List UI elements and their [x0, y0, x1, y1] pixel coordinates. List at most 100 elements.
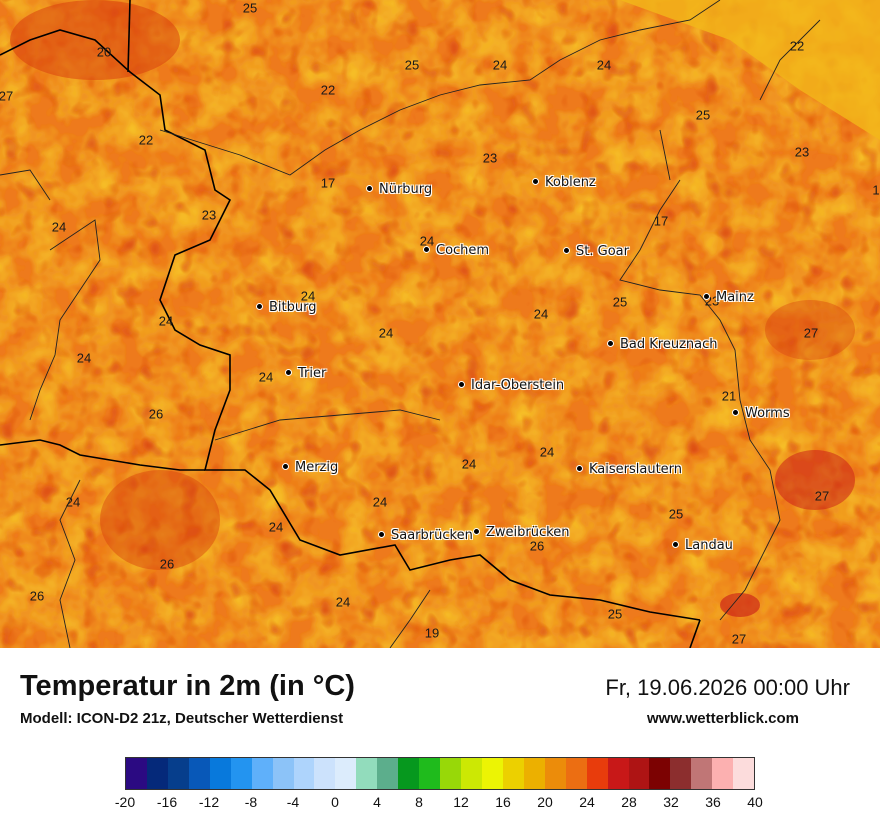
- temperature-value: 17: [653, 213, 669, 229]
- legend-swatch: [335, 758, 357, 789]
- temperature-value: 25: [612, 294, 628, 310]
- city-name: Landau: [685, 538, 733, 553]
- legend-swatch: [733, 758, 755, 789]
- city-name: Merzig: [295, 460, 339, 475]
- city-marker: [703, 293, 710, 300]
- temperature-value: 24: [419, 233, 435, 249]
- temperature-value: 27: [814, 488, 830, 504]
- temperature-value: 24: [539, 444, 555, 460]
- city-marker: [672, 541, 679, 548]
- warm-area: [765, 300, 855, 360]
- legend-swatch: [314, 758, 336, 789]
- temperature-value: 20: [96, 44, 112, 60]
- temperature-value: 24: [335, 594, 351, 610]
- city-marker: [473, 528, 480, 535]
- city-label: Bitburg: [256, 301, 317, 315]
- temperature-value: 24: [533, 306, 549, 322]
- city-label: Idar-Oberstein: [458, 379, 564, 393]
- legend-tick-label: 36: [705, 794, 721, 810]
- legend-tick-label: -16: [156, 794, 178, 810]
- legend-swatch: [356, 758, 378, 789]
- legend-swatch: [440, 758, 461, 789]
- temperature-map: 25 20 27 25 24 24 22 22 22 25 23 23 17 17 23 24 24 24 24 24…: [0, 0, 880, 648]
- legend-swatch: [167, 758, 189, 789]
- temperature-value: 24: [596, 57, 612, 73]
- city-marker: [378, 531, 385, 538]
- temperature-value: 22: [320, 82, 336, 98]
- city-label: Trier: [285, 367, 326, 381]
- legend-swatch: [523, 758, 545, 789]
- legend-swatch: [502, 758, 524, 789]
- city-name: Saarbrücken: [391, 528, 473, 543]
- temperature-value: 22: [789, 38, 805, 54]
- legend-tick-label: 16: [495, 794, 511, 810]
- legend-swatch: [461, 758, 482, 789]
- temperature-value: 24: [258, 369, 274, 385]
- legend-swatch: [209, 758, 231, 789]
- legend-swatch: [272, 758, 294, 789]
- legend-tick-label: -8: [244, 794, 258, 810]
- city-marker: [576, 465, 583, 472]
- city-name: Cochem: [436, 243, 490, 258]
- city-label: Kaiserslautern: [576, 463, 682, 477]
- city-marker: [285, 369, 292, 376]
- city-label: Landau: [672, 539, 733, 553]
- city-marker: [732, 409, 739, 416]
- temperature-value: 25: [607, 606, 623, 622]
- country-borders: [0, 0, 701, 648]
- legend-ticks: -20 -16 -12 -8 -4 0 4 8 12 16 20 24 28 32 36 40: [0, 794, 880, 814]
- city-name: Mainz: [716, 290, 754, 305]
- legend-tick-label: 0: [331, 794, 339, 810]
- legend-tick-label: -4: [286, 794, 300, 810]
- temperature-value: 25: [668, 506, 684, 522]
- temperature-value: 26: [29, 588, 45, 604]
- city-label: Zweibrücken: [473, 526, 569, 540]
- legend-tick-label: 4: [373, 794, 381, 810]
- city-marker: [532, 178, 539, 185]
- city-label: Mainz: [703, 291, 754, 305]
- legend-swatch: [481, 758, 503, 789]
- city-name: Bad Kreuznach: [620, 337, 718, 352]
- temperature-value: 27: [803, 325, 819, 341]
- cool-area: [620, 0, 880, 140]
- state-borders: [0, 0, 821, 648]
- temperature-value: 26: [148, 406, 164, 422]
- legend-swatch: [607, 758, 629, 789]
- website-link[interactable]: www.wetterblick.com: [647, 710, 799, 727]
- city-marker: [366, 185, 373, 192]
- legend-swatch: [188, 758, 210, 789]
- temperature-value: 22: [138, 132, 154, 148]
- legend-tick-label: 12: [453, 794, 469, 810]
- temperature-value: 25: [242, 0, 258, 16]
- city-name: Koblenz: [545, 175, 596, 190]
- legend-swatch: [691, 758, 713, 789]
- temperature-value: 24: [51, 219, 67, 235]
- legend-swatch: [230, 758, 252, 789]
- temperature-value: 24: [461, 456, 477, 472]
- temperature-value: 24: [76, 350, 92, 366]
- legend-swatch: [712, 758, 734, 789]
- legend-swatch: [544, 758, 566, 789]
- legend-swatch: [377, 758, 399, 789]
- city-marker: [563, 247, 570, 254]
- temperature-value: 27: [0, 88, 14, 104]
- legend-tick-label: 24: [579, 794, 595, 810]
- legend-tick-label: -20: [114, 794, 136, 810]
- warm-area: [775, 450, 855, 510]
- temperature-value: 24: [158, 313, 174, 329]
- warm-area: [720, 593, 760, 617]
- city-name: Worms: [745, 406, 790, 421]
- city-label: Worms: [732, 407, 790, 421]
- temperature-value: 24: [378, 325, 394, 341]
- temperature-value: 25: [404, 57, 420, 73]
- city-name: St. Goar: [576, 244, 629, 259]
- legend-swatch: [419, 758, 441, 789]
- city-name: Zweibrücken: [486, 525, 570, 540]
- temperature-value: 24: [300, 288, 316, 304]
- map-title: Temperatur in 2m (in °C): [20, 670, 355, 702]
- temperature-value: 24: [65, 494, 81, 510]
- legend-tick-label: 8: [415, 794, 423, 810]
- legend-tick-label: 32: [663, 794, 679, 810]
- temperature-value: 23: [482, 150, 498, 166]
- temperature-value: 21: [721, 388, 737, 404]
